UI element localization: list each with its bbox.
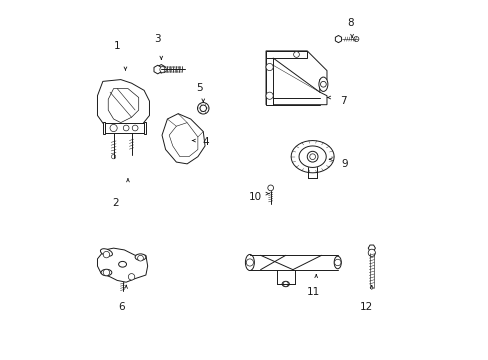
Ellipse shape [245,255,254,271]
Polygon shape [154,65,161,74]
Bar [104,123,144,134]
Circle shape [123,125,129,131]
Polygon shape [162,114,204,164]
Text: 4: 4 [203,138,209,147]
Circle shape [265,92,273,99]
Polygon shape [265,51,326,105]
Circle shape [103,269,109,276]
Text: 6: 6 [118,302,125,312]
Circle shape [265,63,273,71]
Text: 10: 10 [248,192,261,202]
Circle shape [110,125,117,132]
Ellipse shape [101,269,112,276]
Polygon shape [97,80,149,134]
Ellipse shape [318,77,327,91]
Circle shape [306,151,317,162]
Polygon shape [108,89,139,123]
Polygon shape [97,248,147,282]
Ellipse shape [119,261,126,267]
Text: 9: 9 [340,159,347,169]
Ellipse shape [135,254,145,260]
Circle shape [283,282,287,287]
Bar [102,122,104,134]
Circle shape [320,81,325,87]
Text: 12: 12 [359,302,372,312]
Polygon shape [335,36,341,42]
Ellipse shape [333,256,341,269]
Text: 5: 5 [196,83,203,93]
Circle shape [246,259,253,266]
Circle shape [334,259,340,266]
Circle shape [367,249,375,256]
Text: 1: 1 [114,41,120,50]
Circle shape [200,105,206,112]
Circle shape [128,274,135,280]
Circle shape [137,255,143,261]
Text: 2: 2 [112,198,119,208]
Circle shape [309,154,315,159]
Circle shape [103,251,109,258]
Polygon shape [265,51,306,58]
Text: 8: 8 [346,18,353,28]
Circle shape [353,37,358,41]
Circle shape [160,66,166,73]
Bar [144,122,145,134]
Polygon shape [298,146,325,167]
Circle shape [293,51,299,57]
Text: 3: 3 [154,34,161,44]
Ellipse shape [282,281,289,287]
Polygon shape [265,51,273,105]
Polygon shape [367,245,375,251]
Circle shape [197,103,208,114]
Polygon shape [290,140,333,173]
Polygon shape [157,64,164,73]
Circle shape [267,185,273,191]
Polygon shape [169,123,198,157]
Text: 7: 7 [339,96,346,106]
Circle shape [132,125,138,131]
Circle shape [111,154,116,159]
Text: 11: 11 [306,287,319,297]
Ellipse shape [100,249,112,256]
